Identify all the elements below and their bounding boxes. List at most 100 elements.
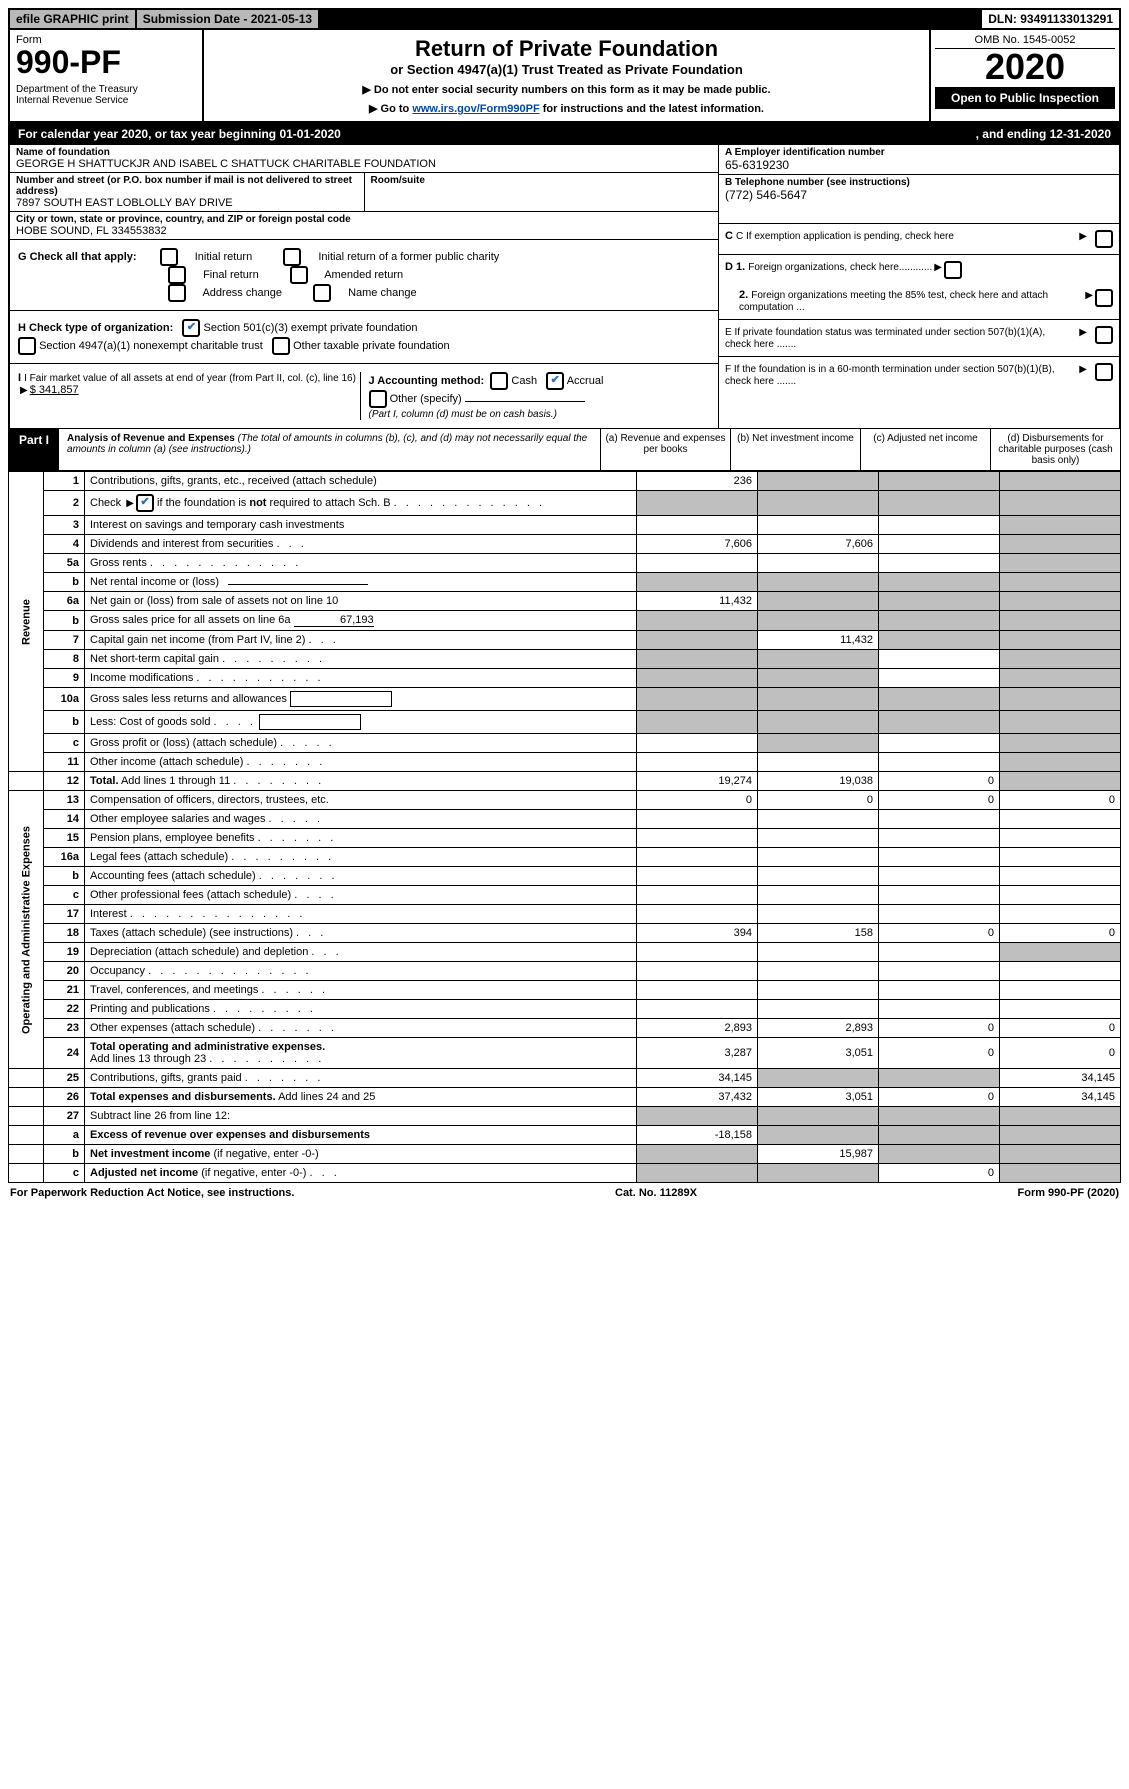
col-c-header: (c) Adjusted net income: [860, 429, 990, 470]
val-c: [879, 573, 1000, 592]
val-a: 11,432: [637, 592, 758, 611]
d1-text: Foreign organizations, check here.......…: [748, 262, 932, 273]
val-d: [1000, 753, 1121, 772]
val-d: [1000, 867, 1121, 886]
instruction-1: ▶ Do not enter social security numbers o…: [210, 83, 923, 96]
line-num: 7: [44, 631, 85, 650]
initial-return-checkbox[interactable]: [160, 248, 178, 266]
line-num: 13: [44, 791, 85, 810]
h-opt3: Other taxable private foundation: [293, 340, 450, 352]
val-c: 0: [879, 772, 1000, 791]
table-row: Revenue 1Contributions, gifts, grants, e…: [9, 472, 1121, 491]
h-opt2-checkbox[interactable]: [18, 337, 36, 355]
col-d-header: (d) Disbursements for charitable purpose…: [990, 429, 1120, 470]
val-d: [1000, 1145, 1121, 1164]
val-b: [758, 905, 879, 924]
instruction-2: ▶ Go to www.irs.gov/Form990PF for instru…: [210, 102, 923, 115]
e-checkbox[interactable]: [1095, 326, 1113, 344]
h-opt3-checkbox[interactable]: [272, 337, 290, 355]
val-c: [879, 535, 1000, 554]
final-return-checkbox[interactable]: [168, 266, 186, 284]
address-change-checkbox[interactable]: [168, 284, 186, 302]
j-other-checkbox[interactable]: [369, 390, 387, 408]
c-checkbox[interactable]: [1095, 230, 1113, 248]
irs-link[interactable]: www.irs.gov/Form990PF: [412, 103, 539, 115]
initial-public-checkbox[interactable]: [283, 248, 301, 266]
g-section: G Check all that apply: Initial return I…: [10, 240, 718, 311]
line-num: 17: [44, 905, 85, 924]
line-num: 11: [44, 753, 85, 772]
val-c: 0: [879, 924, 1000, 943]
line-num: b: [44, 867, 85, 886]
line-text: Gross sales less returns and allowances: [85, 688, 637, 711]
val-b: 3,051: [758, 1088, 879, 1107]
j-accrual-checkbox[interactable]: ✔: [546, 372, 564, 390]
line-text: Contributions, gifts, grants, etc., rece…: [85, 472, 637, 491]
line-text: Travel, conferences, and meetings . . . …: [85, 981, 637, 1000]
val-a: 236: [637, 472, 758, 491]
city-value: HOBE SOUND, FL 334553832: [16, 225, 167, 237]
val-b: [758, 1107, 879, 1126]
name-cell: Name of foundation GEORGE H SHATTUCKJR A…: [10, 145, 718, 173]
name-value: GEORGE H SHATTUCKJR AND ISABEL C SHATTUC…: [16, 158, 436, 170]
val-b: [758, 981, 879, 1000]
val-b: [758, 753, 879, 772]
val-c: [879, 753, 1000, 772]
val-b: [758, 848, 879, 867]
revenue-side-label: Revenue: [9, 472, 44, 772]
line-num: c: [44, 886, 85, 905]
table-row: 11Other income (attach schedule) . . . .…: [9, 753, 1121, 772]
amended-return-checkbox[interactable]: [290, 266, 308, 284]
val-a: [637, 829, 758, 848]
table-row: 8Net short-term capital gain . . . . . .…: [9, 650, 1121, 669]
line-text: Other expenses (attach schedule) . . . .…: [85, 1019, 637, 1038]
val-a: [637, 688, 758, 711]
val-c: [879, 1069, 1000, 1088]
val-d: [1000, 886, 1121, 905]
val-b: [758, 592, 879, 611]
j-cash-checkbox[interactable]: [490, 372, 508, 390]
val-b: [758, 734, 879, 753]
table-row: 19Depreciation (attach schedule) and dep…: [9, 943, 1121, 962]
val-d: [1000, 573, 1121, 592]
line-text: Accounting fees (attach schedule) . . . …: [85, 867, 637, 886]
h-opt1-checkbox[interactable]: ✔: [182, 319, 200, 337]
val-d: [1000, 1126, 1121, 1145]
line-text: Total expenses and disbursements. Add li…: [85, 1088, 637, 1107]
sch-b-checkbox[interactable]: ✔: [136, 494, 154, 512]
val-b: [758, 516, 879, 535]
line-text: Income modifications . . . . . . . . . .…: [85, 669, 637, 688]
val-c: [879, 810, 1000, 829]
val-a: [637, 631, 758, 650]
line-text: Occupancy . . . . . . . . . . . . . .: [85, 962, 637, 981]
val-b: 158: [758, 924, 879, 943]
line-text: Interest on savings and temporary cash i…: [85, 516, 637, 535]
val-c: [879, 650, 1000, 669]
val-b: [758, 472, 879, 491]
submission-date: Submission Date - 2021-05-13: [137, 10, 320, 28]
val-c: [879, 905, 1000, 924]
part1-header-row: Part I Analysis of Revenue and Expenses …: [8, 428, 1121, 471]
f-checkbox[interactable]: [1095, 363, 1113, 381]
val-a: [637, 573, 758, 592]
d1-checkbox[interactable]: [944, 261, 962, 279]
department: Department of the Treasury Internal Reve…: [16, 84, 196, 106]
d2-checkbox[interactable]: [1095, 289, 1113, 307]
footer-mid: Cat. No. 11289X: [615, 1187, 697, 1199]
val-a: [637, 1164, 758, 1183]
table-row: 15Pension plans, employee benefits . . .…: [9, 829, 1121, 848]
val-a: [637, 491, 758, 516]
val-c: [879, 867, 1000, 886]
line-text: Net rental income or (loss): [85, 573, 637, 592]
line-num: b: [44, 711, 85, 734]
info-right: A Employer identification number 65-6319…: [718, 145, 1119, 428]
val-b: 7,606: [758, 535, 879, 554]
name-change-checkbox[interactable]: [313, 284, 331, 302]
val-c: 0: [879, 1038, 1000, 1069]
val-d: [1000, 535, 1121, 554]
line-num: 4: [44, 535, 85, 554]
val-b: [758, 829, 879, 848]
line-num: 23: [44, 1019, 85, 1038]
d1-arrow-icon: [932, 261, 944, 279]
line-text: Pension plans, employee benefits . . . .…: [85, 829, 637, 848]
